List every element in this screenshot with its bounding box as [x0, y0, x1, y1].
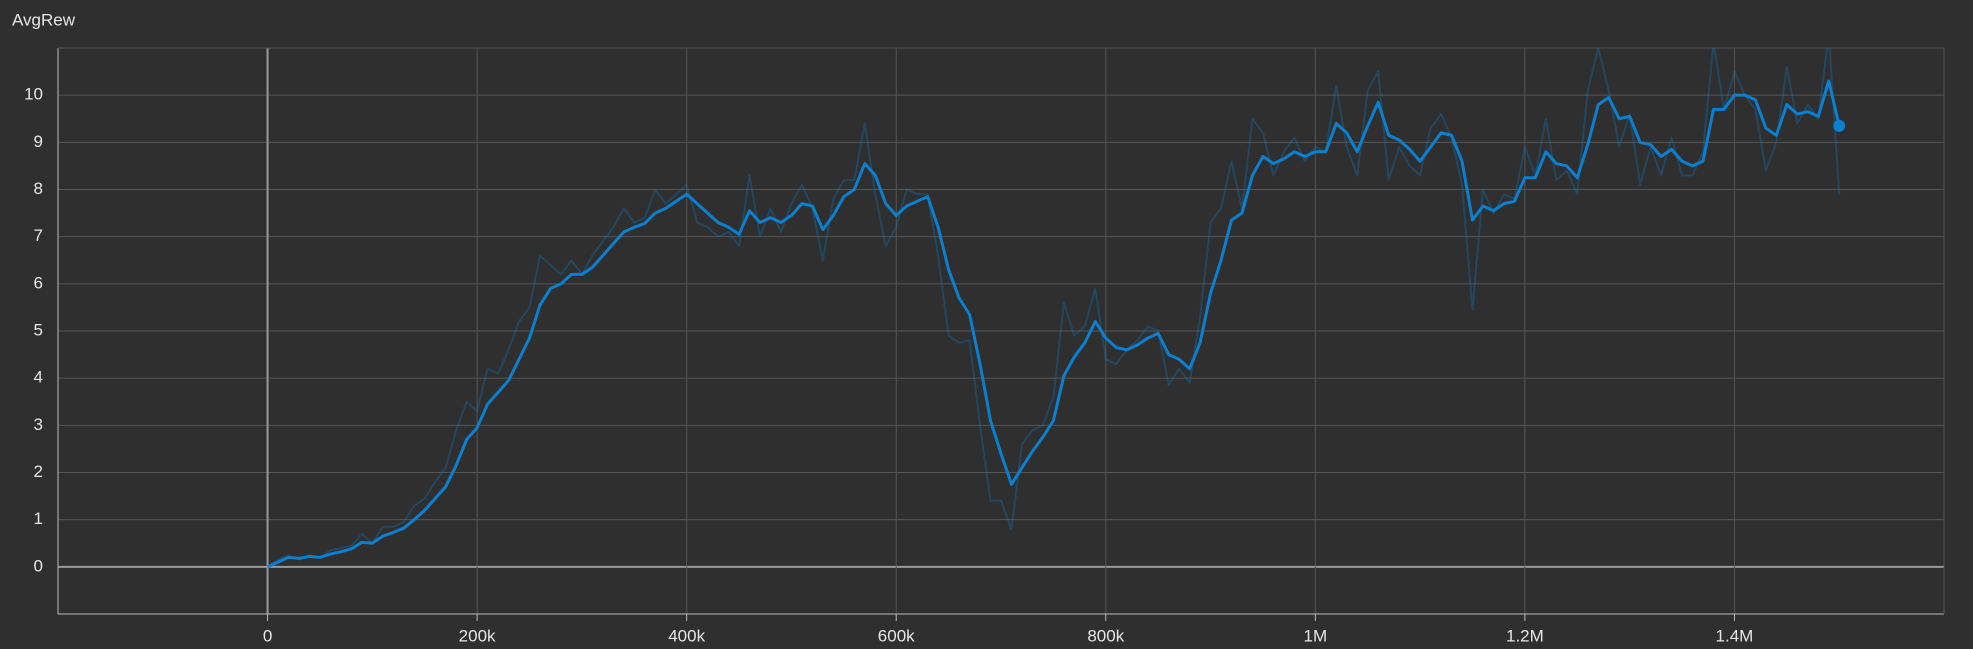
y-tick-label: 3 [34, 415, 43, 434]
series-line [266, 48, 1841, 568]
x-tick-label: 400k [668, 626, 705, 645]
last-point-marker [1833, 119, 1846, 132]
x-tick-label: 200k [459, 626, 496, 645]
y-tick-label: 7 [34, 226, 43, 245]
x-tick-label: 1.4M [1716, 626, 1754, 645]
y-tick-label: 9 [34, 132, 43, 151]
y-tick-label: 8 [34, 179, 43, 198]
series-line [266, 79, 1841, 569]
x-tick-label: 1.2M [1506, 626, 1544, 645]
y-tick-label: 10 [24, 85, 43, 104]
y-tick-label: 4 [34, 368, 43, 387]
y-tick-label: 6 [34, 273, 43, 292]
x-tick-label: 0 [263, 626, 272, 645]
plot-area [266, 48, 1846, 569]
y-tick-label: 0 [34, 556, 43, 575]
x-tick-label: 800k [1087, 626, 1124, 645]
x-tick-label: 600k [878, 626, 915, 645]
y-tick-label: 2 [34, 462, 43, 481]
chart-title: AvgRew [12, 10, 76, 29]
x-tick-label: 1M [1304, 626, 1328, 645]
y-tick-label: 5 [34, 320, 43, 339]
y-tick-label: 1 [34, 509, 43, 528]
